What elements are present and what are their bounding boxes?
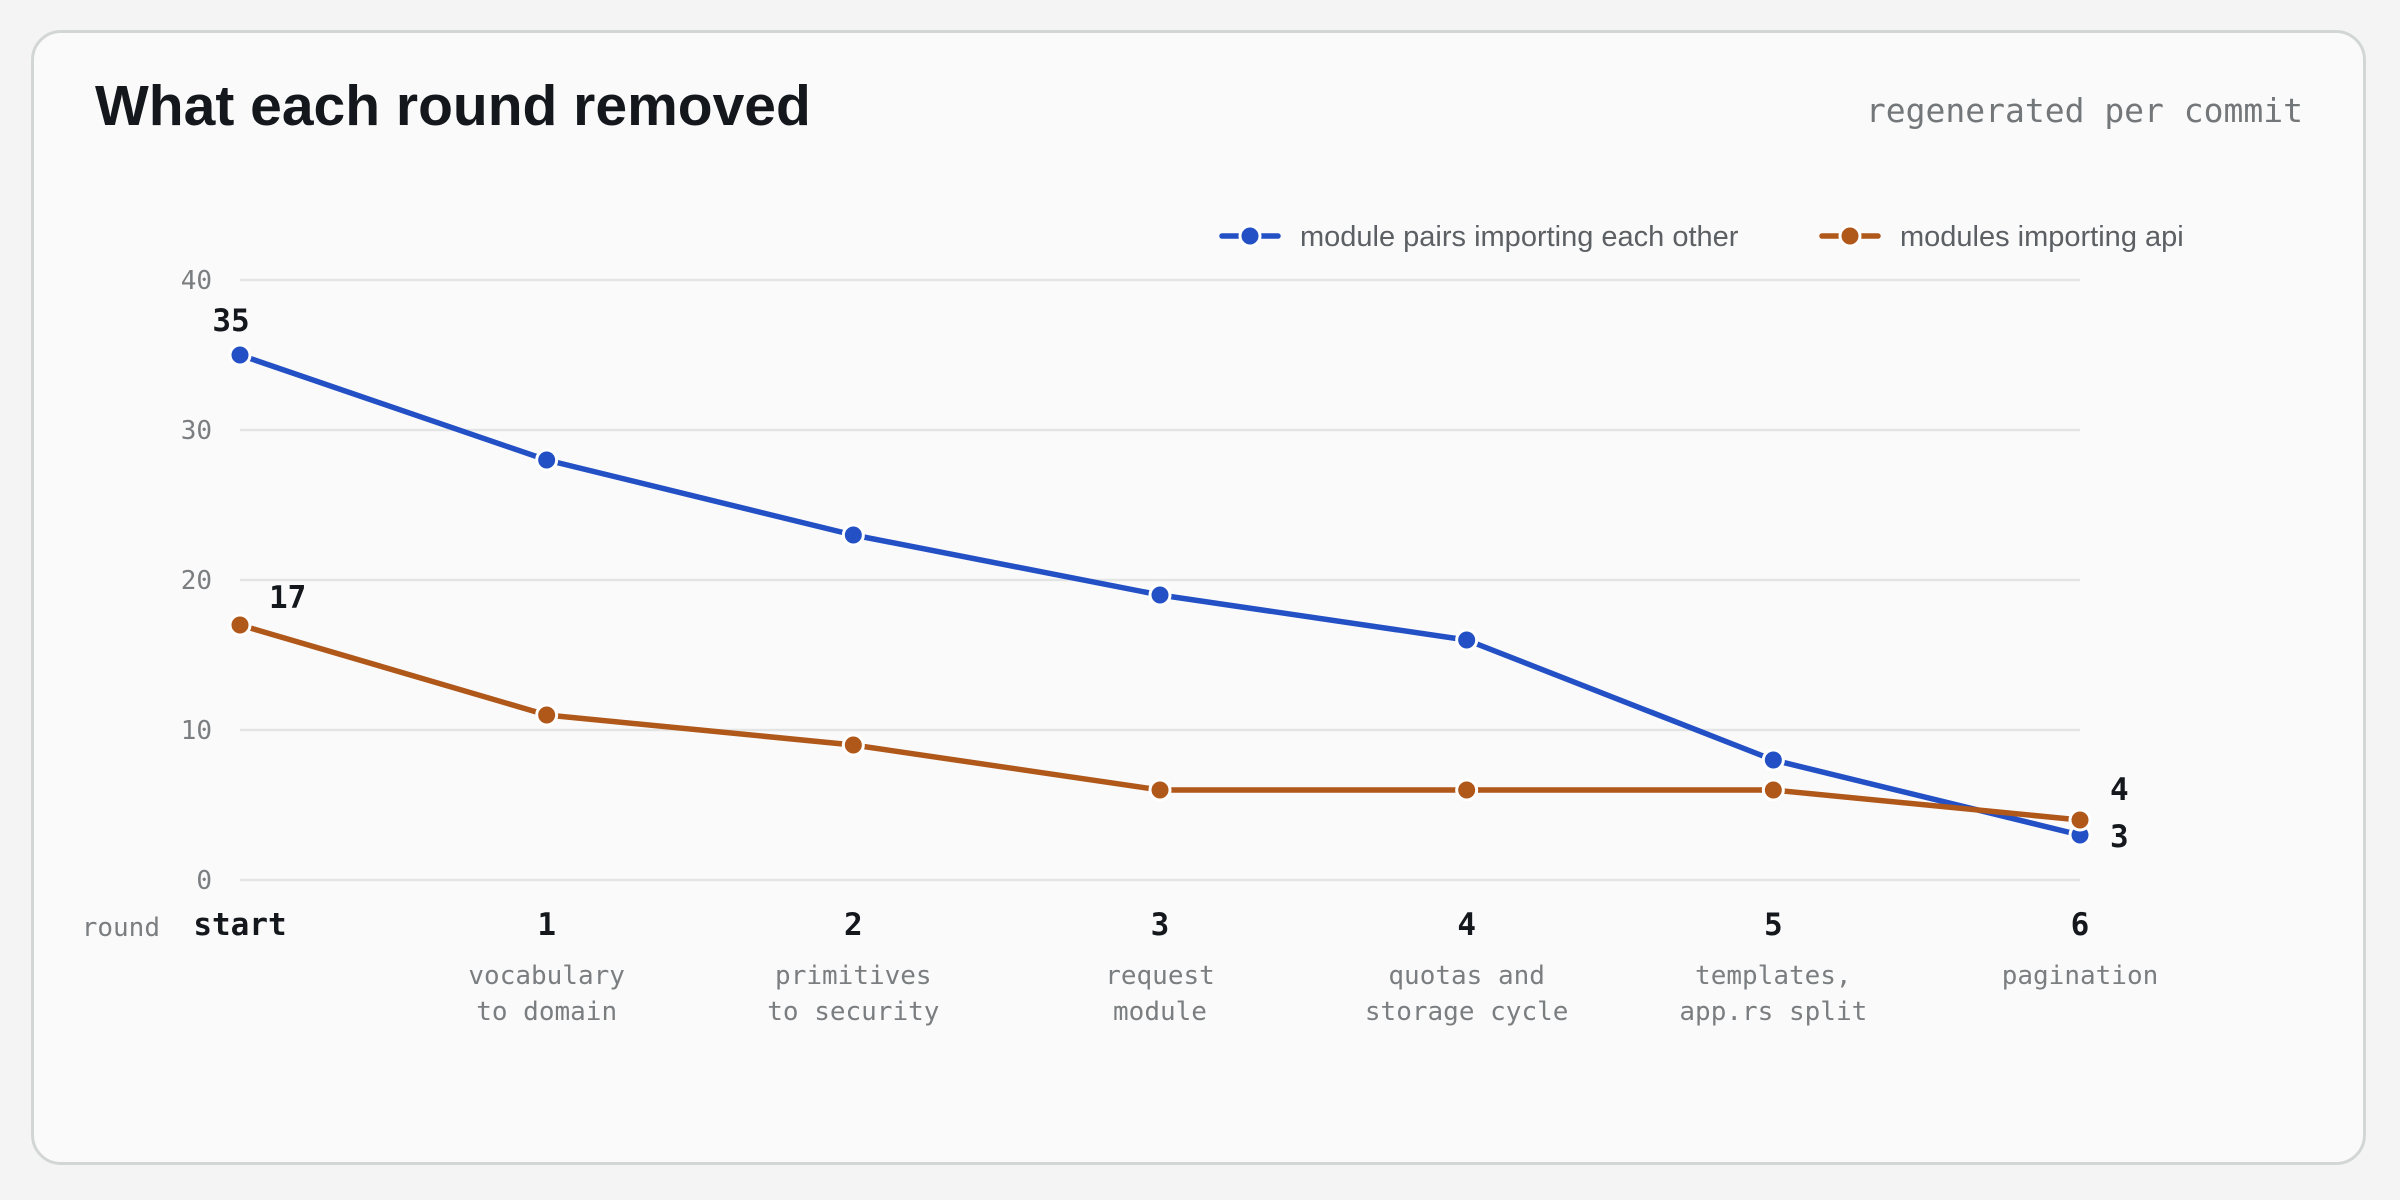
data-point — [2068, 808, 2092, 832]
x-tick-label: 4 — [1457, 907, 1476, 943]
x-tick-note: to security — [767, 997, 939, 1027]
x-tick-note: primitives — [775, 961, 932, 991]
data-label: 35 — [212, 303, 249, 339]
data-label: 4 — [2110, 772, 2129, 808]
x-tick-note: pagination — [2002, 961, 2159, 991]
y-tick-label: 20 — [181, 566, 212, 596]
x-tick-note: module — [1113, 997, 1207, 1027]
chart-card — [31, 30, 2366, 1165]
x-tick-note: templates, — [1695, 961, 1852, 991]
y-tick-label: 0 — [196, 866, 212, 896]
data-point — [228, 613, 252, 637]
data-point — [1455, 628, 1479, 652]
data-point — [1148, 778, 1172, 802]
legend-swatch-marker — [1238, 224, 1262, 248]
data-label: 17 — [269, 580, 306, 616]
y-tick-label: 40 — [181, 266, 212, 296]
x-tick-label: start — [193, 907, 286, 943]
x-tick-note: to domain — [476, 997, 617, 1027]
x-tick-label: 2 — [844, 907, 863, 943]
x-tick-label: 3 — [1151, 907, 1170, 943]
data-point — [1148, 583, 1172, 607]
x-tick-note: quotas and — [1388, 961, 1545, 991]
data-point — [841, 733, 865, 757]
data-point — [1455, 778, 1479, 802]
legend-label: modules importing api — [1900, 221, 2184, 253]
x-tick-label: 5 — [1764, 907, 1783, 943]
data-point — [1761, 748, 1785, 772]
data-point — [535, 703, 559, 727]
x-tick-note: request — [1105, 961, 1215, 991]
y-tick-label: 30 — [181, 416, 212, 446]
y-tick-label: 10 — [181, 716, 212, 746]
x-tick-note: vocabulary — [468, 961, 625, 991]
x-tick-note: storage cycle — [1365, 997, 1569, 1027]
data-point — [841, 523, 865, 547]
data-point — [1761, 778, 1785, 802]
data-point — [535, 448, 559, 472]
chart-title: What each round removed — [95, 74, 811, 138]
x-tick-label: 1 — [537, 907, 556, 943]
data-point — [228, 343, 252, 367]
legend-label: module pairs importing each other — [1300, 221, 1739, 253]
x-tick-note: app.rs split — [1679, 997, 1867, 1027]
x-tick-label: 6 — [2071, 907, 2090, 943]
x-axis-label: round — [82, 913, 160, 943]
regeneration-note: regenerated per commit — [1865, 91, 2303, 130]
legend-swatch-marker — [1838, 224, 1862, 248]
data-label: 3 — [2110, 819, 2129, 855]
